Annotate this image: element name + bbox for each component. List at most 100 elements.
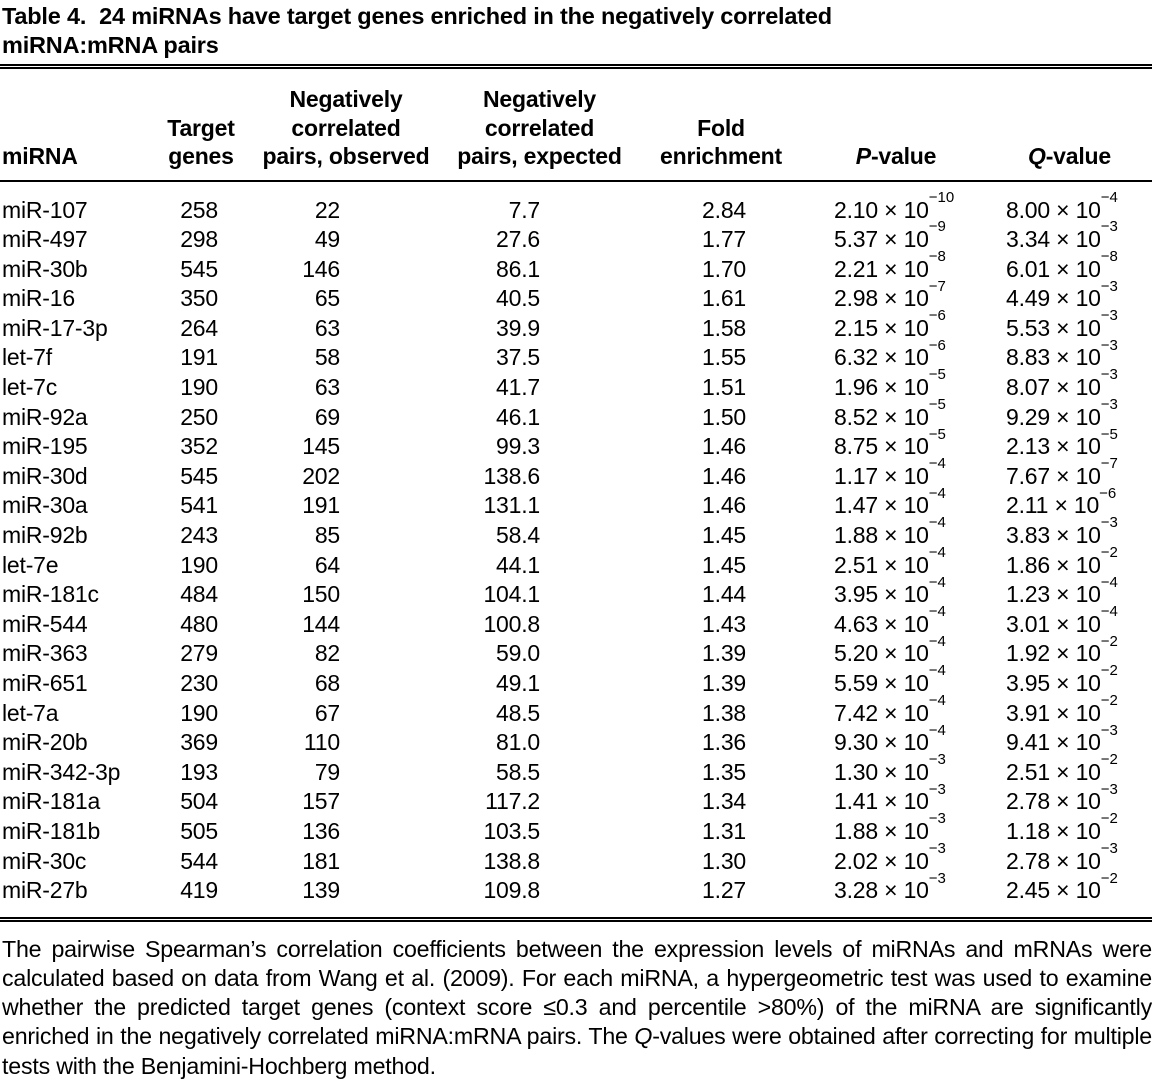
observed-cell: 202 bbox=[302, 462, 340, 489]
header-row: miRNA Target genes Negatively correlated pair… bbox=[0, 69, 1152, 182]
q-value-cell: 4.49 × 10−3 bbox=[1006, 277, 1118, 312]
target-genes-cell: 541 bbox=[180, 492, 218, 519]
observed-cell: 110 bbox=[303, 729, 340, 756]
fold-cell: 1.46 bbox=[702, 492, 746, 519]
mirna-cell: let-7e bbox=[2, 551, 59, 578]
fold-cell: 1.27 bbox=[702, 877, 746, 904]
table-row: miR-92b 243 85 58.4 1.45 1.88 × 10−4 3.83 × 10… bbox=[0, 515, 1152, 551]
mirna-cell: miR-107 bbox=[2, 196, 88, 223]
expected-cell: 109.8 bbox=[483, 877, 540, 904]
fold-cell: 1.61 bbox=[702, 285, 746, 312]
p-value-cell: 1.41 × 10−3 bbox=[834, 780, 946, 815]
expected-cell: 40.5 bbox=[496, 285, 540, 312]
target-genes-cell: 230 bbox=[180, 670, 218, 696]
footnote-segment: The pairwise Spearman’s correlation coef… bbox=[2, 935, 1152, 1050]
expected-cell: 117.2 bbox=[485, 788, 540, 815]
q-value-cell: 2.51 × 10−2 bbox=[1006, 751, 1118, 785]
q-value-cell: 8.00 × 10−4 bbox=[1006, 188, 1118, 223]
fold-cell: 1.58 bbox=[702, 314, 746, 341]
observed-cell: 139 bbox=[302, 877, 340, 904]
p-value-cell: 7.42 × 10−4 bbox=[834, 691, 946, 726]
table-row: miR-30a 541 191 131.1 1.46 1.47 × 10−4 2.11 × … bbox=[0, 484, 1152, 521]
mirna-cell: miR-181a bbox=[2, 788, 101, 815]
expected-cell: 44.1 bbox=[496, 551, 540, 578]
q-value-cell: 8.07 × 10−3 bbox=[1006, 366, 1118, 401]
target-genes-cell: 279 bbox=[180, 640, 218, 667]
observed-cell: 181 bbox=[302, 847, 340, 874]
p-value-cell: 6.32 × 10−6 bbox=[834, 336, 946, 371]
table-row: miR-181c 484 150 104.1 1.44 3.95 × 10−4 1.23 ×… bbox=[0, 573, 1152, 610]
expected-cell: 138.8 bbox=[483, 847, 540, 874]
p-value-cell: 1.47 × 10−4 bbox=[834, 484, 946, 519]
observed-cell: 145 bbox=[302, 433, 340, 460]
q-value-cell: 3.95 × 10−2 bbox=[1006, 662, 1118, 696]
target-genes-cell: 352 bbox=[180, 433, 218, 460]
p-value-cell: 1.96 × 10−5 bbox=[834, 366, 946, 401]
target-genes-cell: 250 bbox=[180, 403, 218, 430]
mirna-cell: miR-30c bbox=[2, 847, 87, 874]
observed-cell: 82 bbox=[314, 640, 340, 667]
expected-cell: 81.0 bbox=[496, 729, 540, 756]
observed-cell: 144 bbox=[302, 610, 340, 637]
mirna-cell: miR-30d bbox=[2, 462, 88, 489]
mirna-cell: miR-181c bbox=[2, 581, 99, 608]
expected-cell: 46.1 bbox=[496, 403, 540, 430]
column-header-q-value: Q-value bbox=[987, 69, 1152, 182]
p-value-cell: 8.75 × 10−5 bbox=[834, 425, 946, 460]
target-genes-cell: 264 bbox=[180, 314, 218, 341]
mirna-cell: miR-195 bbox=[2, 433, 88, 460]
mirna-cell: let-7c bbox=[2, 374, 58, 401]
mirna-cell: miR-20b bbox=[2, 729, 88, 756]
table-row: let-7f 191 58 37.5 1.55 6.32 × 10−6 8.83 × 10−… bbox=[0, 336, 1152, 373]
target-genes-cell: 545 bbox=[180, 462, 218, 489]
table-row: let-7e 190 64 44.1 1.45 2.51 × 10−4 1.86 × 10−… bbox=[0, 543, 1152, 581]
fold-cell: 1.30 bbox=[702, 847, 746, 874]
observed-cell: 85 bbox=[314, 522, 340, 549]
table-row: miR-107 258 22 7.7 2.84 2.10 × 10−10 8.00 × 10… bbox=[0, 181, 1152, 226]
target-genes-cell: 191 bbox=[180, 344, 218, 371]
observed-cell: 22 bbox=[314, 196, 340, 223]
p-value-cell: 2.98 × 10−7 bbox=[834, 277, 946, 312]
q-value-cell: 2.45 × 10−2 bbox=[1006, 869, 1118, 904]
q-value-cell: 1.18 × 10−2 bbox=[1006, 810, 1118, 844]
table-row: miR-497 298 49 27.6 1.77 5.37 × 10−9 3.34 × 10… bbox=[0, 218, 1152, 255]
mirna-cell: let-7a bbox=[2, 699, 59, 726]
target-genes-cell: 544 bbox=[180, 847, 218, 874]
q-value-cell: 1.86 × 10−2 bbox=[1006, 543, 1118, 578]
q-value-cell: 3.34 × 10−3 bbox=[1006, 218, 1118, 253]
table-row: miR-195 352 145 99.3 1.46 8.75 × 10−5 2.13 × 1… bbox=[0, 425, 1152, 462]
observed-cell: 68 bbox=[314, 670, 340, 696]
target-genes-cell: 480 bbox=[180, 610, 218, 637]
table-row: miR-181b 505 136 103.5 1.31 1.88 × 10−3 1.18 ×… bbox=[0, 810, 1152, 847]
table-row: miR-342-3p 193 79 58.5 1.35 1.30 × 10−3 2.51 ×… bbox=[0, 751, 1152, 788]
expected-cell: 41.7 bbox=[496, 374, 540, 401]
fold-cell: 1.70 bbox=[702, 255, 746, 282]
observed-cell: 136 bbox=[302, 817, 340, 844]
table-number-label: Table 4. bbox=[2, 3, 87, 29]
q-value-cell: 1.23 × 10−4 bbox=[1006, 573, 1118, 608]
mirna-cell: miR-544 bbox=[2, 610, 88, 637]
fold-cell: 1.43 bbox=[702, 610, 746, 637]
column-header-fold: Fold enrichment bbox=[637, 69, 805, 182]
mirna-cell: miR-30a bbox=[2, 492, 88, 519]
column-header-mirna: miRNA bbox=[0, 69, 152, 182]
target-genes-cell: 545 bbox=[180, 255, 218, 282]
column-header-target-genes: Target genes bbox=[152, 69, 250, 182]
fold-cell: 1.45 bbox=[702, 522, 746, 549]
observed-cell: 58 bbox=[314, 344, 340, 371]
table-row: miR-27b 419 139 109.8 1.27 3.28 × 10−3 2.45 × … bbox=[0, 869, 1152, 917]
fold-cell: 1.46 bbox=[702, 433, 746, 460]
fold-cell: 1.44 bbox=[702, 581, 746, 608]
fold-cell: 1.50 bbox=[702, 403, 746, 430]
q-value-cell: 3.91 × 10−2 bbox=[1006, 691, 1118, 726]
p-value-cell: 8.52 × 10−5 bbox=[834, 396, 946, 430]
expected-cell: 48.5 bbox=[496, 699, 540, 726]
p-value-cell: 1.88 × 10−3 bbox=[834, 810, 946, 844]
q-value-cell: 1.92 × 10−2 bbox=[1006, 632, 1118, 667]
p-value-cell: 1.17 × 10−4 bbox=[834, 455, 946, 489]
target-genes-cell: 505 bbox=[180, 817, 218, 844]
column-header-p-value: P-value bbox=[805, 69, 987, 182]
expected-cell: 27.6 bbox=[496, 226, 540, 253]
target-genes-cell: 190 bbox=[180, 374, 218, 401]
p-value-cell: 9.30 × 10−4 bbox=[834, 721, 946, 756]
